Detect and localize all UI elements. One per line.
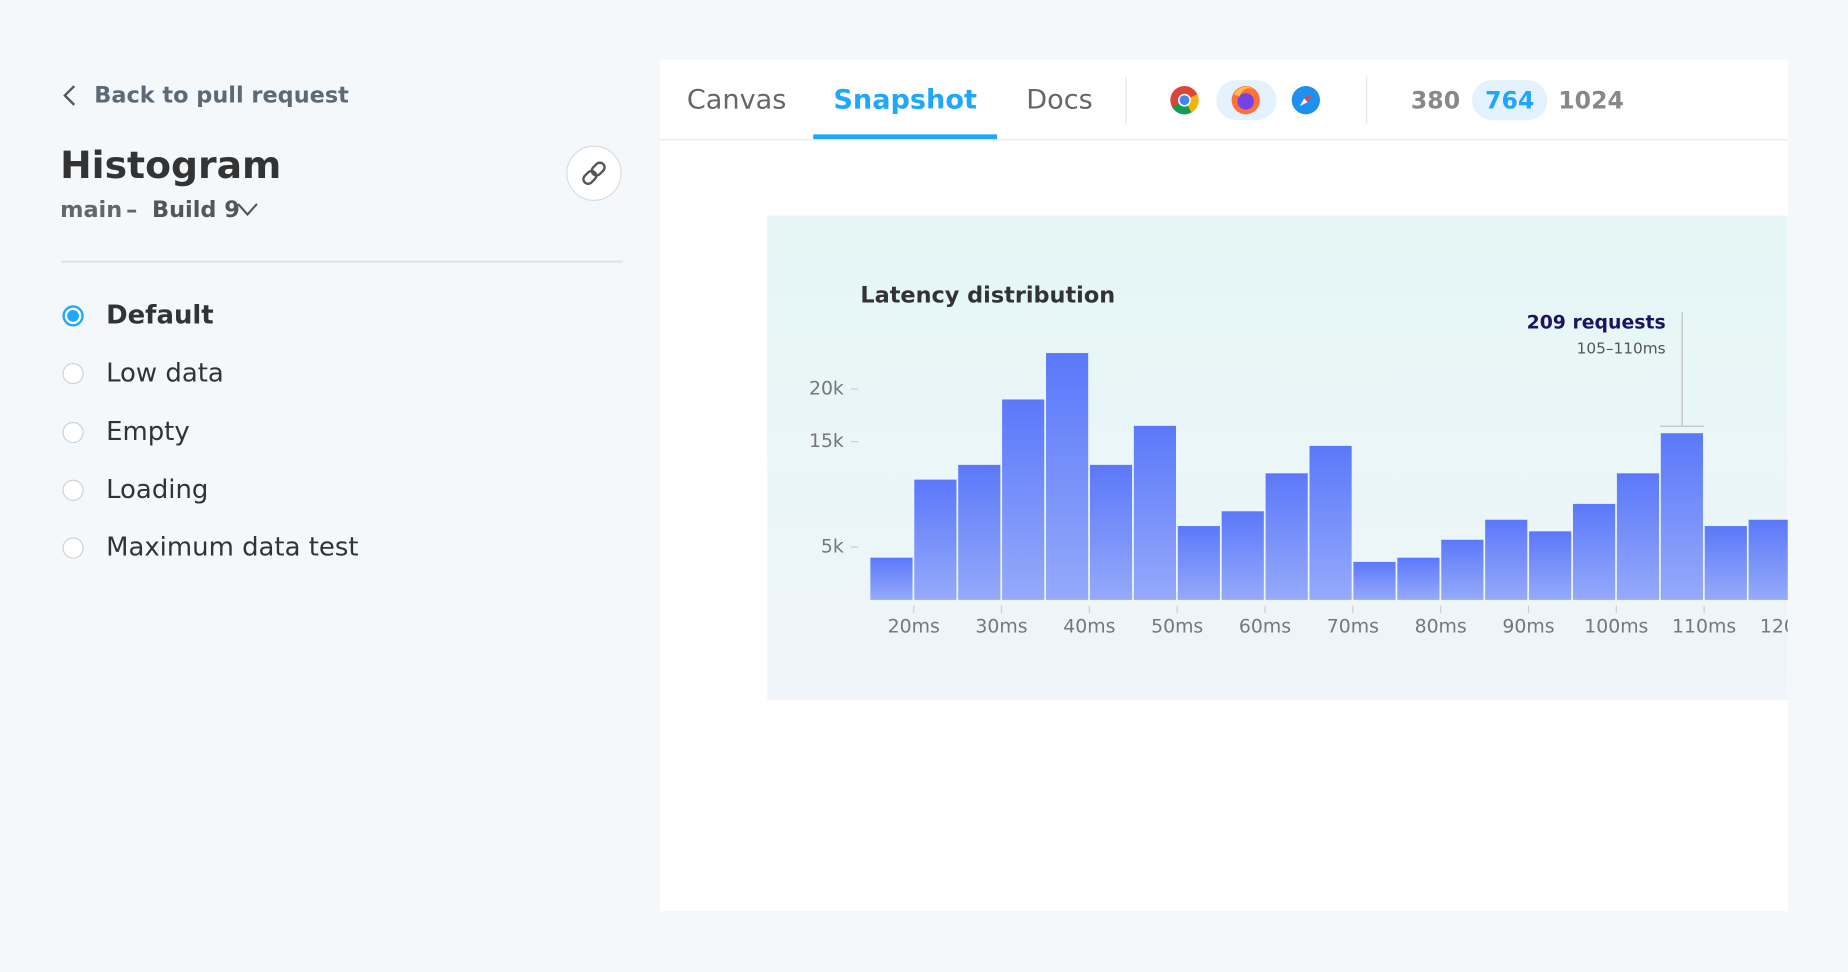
radio-button[interactable] <box>62 421 84 443</box>
bar <box>1748 519 1788 600</box>
bar <box>1485 519 1528 600</box>
bar <box>1309 445 1352 600</box>
y-tick-label: 20k <box>809 378 844 399</box>
bar <box>1397 557 1440 600</box>
bar <box>1221 511 1264 600</box>
chart-card <box>767 215 1788 701</box>
story-option[interactable]: Loading <box>106 475 209 505</box>
bar <box>1133 425 1177 600</box>
bar <box>1353 561 1396 600</box>
bar <box>1616 473 1660 600</box>
bar <box>1177 526 1220 600</box>
x-tick-label: 90ms <box>1502 616 1554 637</box>
branch: main <box>60 196 123 223</box>
chrome-button[interactable] <box>1169 85 1200 116</box>
x-tick-label: 60ms <box>1239 616 1291 637</box>
x-tick-label: 70ms <box>1327 616 1379 637</box>
bar <box>1529 531 1572 600</box>
safari-button[interactable] <box>1291 85 1322 116</box>
build-dropdown[interactable] <box>237 203 258 217</box>
bar <box>1046 353 1089 600</box>
story-option[interactable]: Low data <box>106 359 224 389</box>
firefox-button[interactable] <box>1230 85 1261 116</box>
divider <box>61 260 623 263</box>
separator: – <box>126 196 138 223</box>
back-link[interactable]: Back to pull request <box>94 82 349 109</box>
x-tick-label: 50ms <box>1151 616 1203 637</box>
viewport-button[interactable]: 380 <box>1410 86 1461 115</box>
separator <box>1365 76 1368 124</box>
back-chevron[interactable] <box>61 84 80 108</box>
x-tick-label: 110ms <box>1672 616 1736 637</box>
x-tick-label: 100ms <box>1584 616 1648 637</box>
bar <box>1265 473 1308 600</box>
chart: Latency distribution 5k 15k 20k 20ms 30ms 40m… <box>767 215 1788 701</box>
annotation-subtext: 105–110ms <box>1577 339 1666 357</box>
radio-button[interactable] <box>62 479 84 501</box>
separator <box>1125 76 1127 124</box>
bar <box>1441 539 1484 600</box>
tab[interactable]: Snapshot <box>833 84 977 116</box>
x-tick-label: 30ms <box>975 616 1027 637</box>
viewport-button[interactable]: 764 <box>1485 86 1535 115</box>
story-option[interactable]: Empty <box>106 417 190 447</box>
y-tick-label: 15k <box>809 431 844 452</box>
tab[interactable]: Docs <box>1026 84 1093 116</box>
viewport-active-bg <box>1472 80 1548 121</box>
bar <box>1089 464 1133 600</box>
x-tick-label: 20ms <box>888 616 940 637</box>
toolbar: Canvas Snapshot Docs 380 764 1024 <box>659 60 1788 141</box>
story-option[interactable]: Maximum data test <box>106 533 359 563</box>
preview-panel: Canvas Snapshot Docs 380 764 1024 Latency dis… <box>659 60 1788 912</box>
bar <box>870 557 913 600</box>
tab-underline <box>813 134 998 140</box>
x-tick-label: 40ms <box>1063 616 1115 637</box>
x-tick-label: 120ms <box>1760 616 1788 637</box>
annotation-text: 209 requests <box>1527 312 1666 333</box>
bar <box>1660 433 1703 600</box>
bar <box>1572 503 1616 600</box>
radio-button[interactable] <box>62 537 84 559</box>
bar <box>1002 399 1045 600</box>
plot: Latency distribution 5k 15k 20k 20ms 30ms 40m… <box>809 282 1788 637</box>
radio-button[interactable] <box>62 363 84 385</box>
radio-button[interactable] <box>62 305 84 327</box>
story-title: Histogram <box>60 142 282 188</box>
bar <box>1704 526 1747 600</box>
copy-link-button[interactable] <box>566 145 623 202</box>
bar <box>958 464 1001 600</box>
y-tick-label: 5k <box>821 537 844 558</box>
x-tick-label: 80ms <box>1415 616 1467 637</box>
tab[interactable]: Canvas <box>686 84 787 116</box>
story-option[interactable]: Default <box>106 301 214 331</box>
bar <box>914 479 957 600</box>
build-select[interactable]: Build 9 <box>152 196 240 223</box>
chart-title: Latency distribution <box>860 282 1115 308</box>
viewport-button[interactable]: 1024 <box>1558 86 1624 115</box>
